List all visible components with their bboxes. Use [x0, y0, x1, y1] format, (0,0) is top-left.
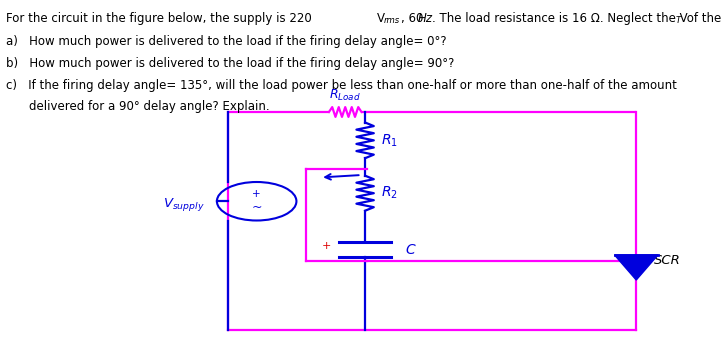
Text: T: T — [675, 16, 680, 25]
Text: $R_1$: $R_1$ — [381, 132, 398, 148]
Text: +: + — [322, 241, 330, 251]
Polygon shape — [615, 255, 658, 280]
Text: $R_2$: $R_2$ — [381, 185, 398, 201]
Text: V: V — [377, 12, 385, 25]
Text: $V_{supply}$: $V_{supply}$ — [163, 196, 205, 213]
Text: , 60: , 60 — [401, 12, 427, 25]
Text: SCR: SCR — [654, 254, 681, 267]
Text: b)   How much power is delivered to the load if the firing delay angle= 90°?: b) How much power is delivered to the lo… — [6, 57, 454, 70]
Text: a)   How much power is delivered to the load if the firing delay angle= 0°?: a) How much power is delivered to the lo… — [6, 35, 446, 48]
Text: C: C — [406, 243, 415, 257]
Text: ~: ~ — [252, 201, 262, 214]
Text: +: + — [252, 189, 261, 199]
Text: For the circuit in the figure below, the supply is 220: For the circuit in the figure below, the… — [6, 12, 315, 25]
Text: c)   If the firing delay angle= 135°, will the load power be less than one-half : c) If the firing delay angle= 135°, will… — [6, 79, 677, 92]
Text: rms: rms — [384, 16, 400, 25]
Text: of the SCR.: of the SCR. — [683, 12, 723, 25]
Text: . The load resistance is 16 Ω. Neglect the V: . The load resistance is 16 Ω. Neglect t… — [432, 12, 688, 25]
Text: delivered for a 90° delay angle? Explain.: delivered for a 90° delay angle? Explain… — [29, 100, 270, 113]
Text: Hz: Hz — [418, 12, 433, 25]
Text: $R_{Load}$: $R_{Load}$ — [329, 88, 362, 103]
